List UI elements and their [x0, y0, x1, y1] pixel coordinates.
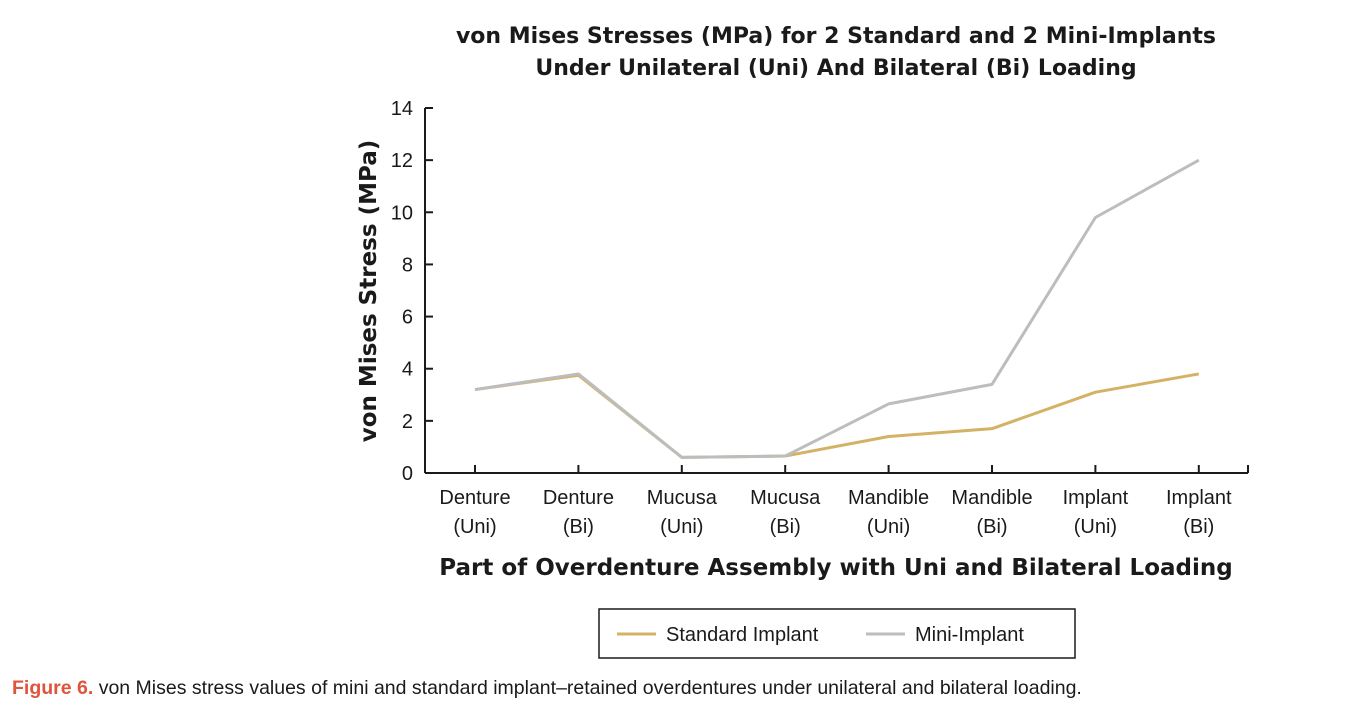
x-axis-title: Part of Overdenture Assembly with Uni an… [439, 555, 1232, 581]
plot-area: 0 2 4 6 8 10 12 14 Denture (Uni) Denture (Bi) Mucusa… [356, 98, 1249, 581]
caption-text: von Mises stress values of mini and stan… [93, 677, 1082, 699]
x-tick-label: Implant (Uni) [1063, 487, 1129, 538]
figure-caption: Figure 6. von Mises stress values of min… [12, 677, 1352, 700]
y-axis-title: von Mises Stress (MPa) [356, 140, 382, 443]
legend: Standard Implant Mini-Implant [598, 608, 1076, 659]
y-tick-label: 8 [402, 254, 413, 276]
x-tick-label: Mucusa (Bi) [750, 487, 821, 538]
x-tick-label: Denture (Bi) [543, 487, 614, 538]
legend-label: Standard Implant [666, 624, 819, 646]
chart: von Mises Stresses (MPa) for 2 Standard … [356, 24, 1249, 659]
y-tick-label: 6 [402, 307, 413, 329]
series-line-mini-implant [474, 158, 1200, 459]
y-tick-label: 0 [402, 463, 413, 485]
y-tick-label: 10 [391, 202, 413, 224]
x-tick-label: Mandible (Bi) [951, 487, 1032, 538]
x-tick-label: Mandible (Uni) [848, 487, 929, 538]
x-tick-label: Denture (Uni) [439, 487, 510, 538]
series-line-standard-implant [474, 372, 1200, 459]
x-tick-label: Mucusa (Uni) [647, 487, 718, 538]
figure-label: Figure 6. [12, 677, 94, 699]
title-line-2: Under Unilateral (Uni) And Bilateral (Bi… [535, 56, 1136, 81]
chart-title: von Mises Stresses (MPa) for 2 Standard … [456, 24, 1216, 81]
title-line-1: von Mises Stresses (MPa) for 2 Standard … [456, 24, 1216, 49]
x-tick-label: Implant (Bi) [1166, 487, 1232, 538]
y-tick-label: 2 [402, 411, 413, 433]
y-tick-label: 12 [391, 150, 413, 172]
y-tick-label: 14 [391, 98, 413, 120]
y-tick-label: 4 [402, 359, 413, 381]
legend-label: Mini-Implant [915, 624, 1024, 646]
legend-box [598, 608, 1076, 659]
